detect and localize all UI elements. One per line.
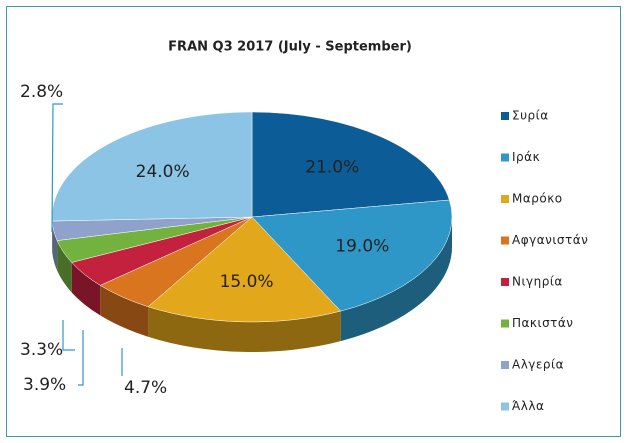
legend-label: Συρία — [512, 109, 549, 123]
leader-line — [51, 103, 63, 233]
legend-swatch — [501, 153, 509, 162]
legend-swatch — [501, 361, 509, 369]
legend-label: Άλλα — [512, 399, 544, 413]
legend-swatch — [501, 195, 509, 203]
data-label: 15.0% — [220, 272, 274, 292]
legend-swatch — [501, 112, 509, 120]
chart-title: FRAN Q3 2017 (July - September) — [168, 40, 412, 55]
pie-slice — [51, 111, 253, 222]
legend-swatch — [501, 319, 509, 328]
data-label: 2.8% — [20, 82, 63, 102]
pie-side — [57, 240, 72, 293]
pie-slice — [251, 111, 450, 218]
pie-side — [100, 285, 149, 337]
legend-label: Πακιστάν — [512, 316, 574, 330]
legend-label: Μαρόκο — [512, 192, 563, 206]
legend-swatch — [501, 402, 509, 411]
pie-side — [340, 217, 452, 342]
pie-slice — [147, 216, 342, 323]
legend-swatch — [501, 278, 509, 286]
pie-side — [52, 221, 58, 271]
data-label: 4.7% — [124, 378, 167, 398]
pie-slice — [251, 199, 453, 312]
legend-label: Αλγερία — [512, 358, 564, 372]
legend-label: Νιγηρία — [512, 275, 563, 289]
pie-side — [71, 262, 101, 316]
data-label: 3.3% — [20, 340, 63, 360]
legend-label: Αφγανιστάν — [512, 233, 588, 247]
data-label: 19.0% — [335, 237, 389, 257]
legend-swatch — [501, 236, 509, 245]
data-label: 3.9% — [23, 375, 66, 395]
leader-line — [62, 320, 75, 351]
leader-line — [78, 330, 84, 386]
legend-label: Ιράκ — [512, 150, 540, 164]
data-label: 24.0% — [136, 162, 190, 182]
data-label: 21.0% — [305, 157, 359, 177]
